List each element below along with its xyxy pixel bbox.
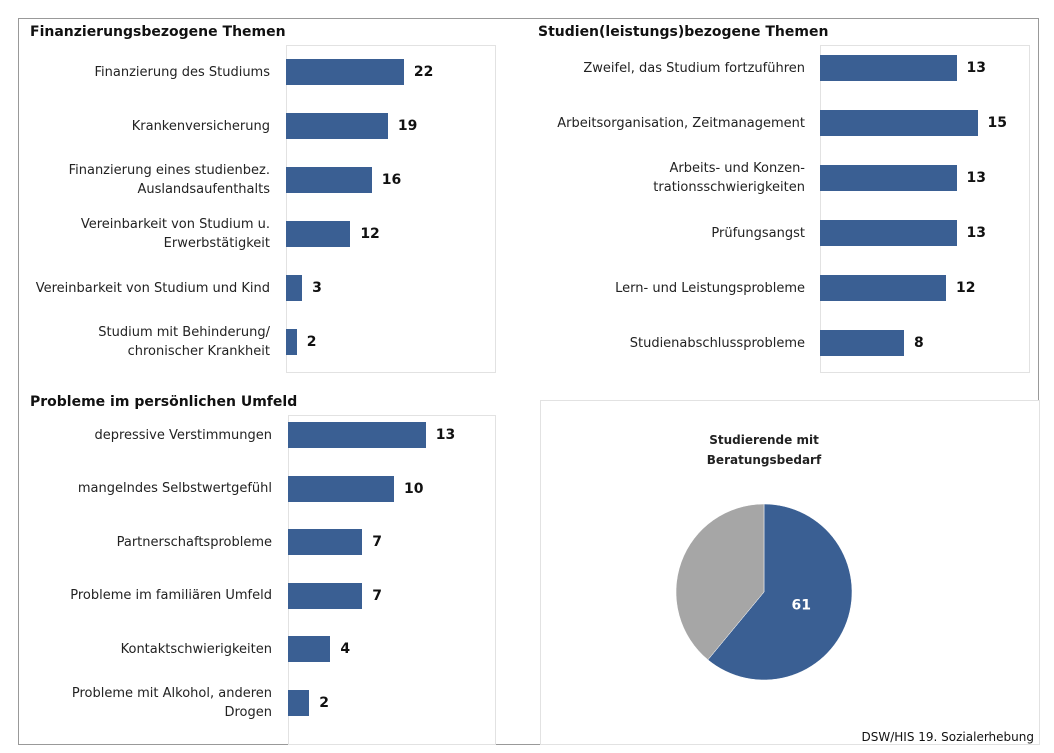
category-label: Finanzierung eines studienbez. Auslandsa…	[68, 163, 270, 197]
category-label: depressive Verstimmungen	[94, 427, 272, 443]
bar	[820, 275, 946, 301]
value-label: 19	[397, 118, 418, 134]
bar	[820, 220, 957, 246]
value-label: 13	[435, 427, 456, 443]
frame	[18, 18, 1039, 745]
plot-area	[820, 45, 1030, 373]
bar	[820, 330, 904, 356]
bar	[286, 167, 372, 193]
category-label: Prüfungsangst	[711, 225, 805, 241]
category-label: Probleme mit Alkohol, anderen Drogen	[71, 685, 272, 720]
chart-title: Finanzierungsbezogene Themen	[30, 24, 286, 40]
category-label: Krankenversicherung	[131, 118, 270, 134]
value-label: 13	[966, 170, 986, 186]
value-label: 16	[381, 172, 402, 188]
value-label: 22	[413, 64, 434, 80]
category-label: Partnerschaftsprobleme	[116, 534, 272, 550]
bar	[288, 636, 331, 662]
pie-slice	[707, 503, 853, 681]
bar	[286, 275, 303, 301]
value-label: 3	[312, 280, 322, 296]
bar	[288, 422, 426, 448]
value-label: 15	[987, 115, 1007, 131]
chart-title: Studierende mit Beratungsbedarf	[706, 433, 822, 467]
pie-slice	[675, 503, 765, 661]
bar	[286, 59, 404, 85]
value-label: 2	[319, 694, 329, 711]
value-label: 7	[372, 534, 382, 550]
category-label: mangelndes Selbstwertgefühl	[77, 481, 272, 496]
value-label: 61	[792, 597, 811, 613]
chart-title: Probleme im persönlichen Umfeld	[30, 394, 298, 410]
chart-title: Studien(leistungs)bezogene Themen	[538, 24, 829, 40]
value-label: 2	[306, 334, 317, 350]
value-label: 7	[372, 587, 382, 604]
plot-area	[286, 45, 496, 373]
value-label: 10	[404, 480, 424, 497]
plot-area	[288, 415, 496, 745]
bar	[288, 529, 363, 555]
bar	[286, 221, 351, 247]
bar	[286, 329, 297, 355]
category-label: Vereinbarkeit von Studium u. Erwerbstäti…	[80, 217, 270, 251]
bar	[288, 689, 310, 716]
value-label: 4	[340, 641, 351, 657]
bar	[820, 165, 957, 191]
pie-panel	[540, 400, 1040, 745]
bar	[288, 582, 363, 609]
bar	[820, 110, 978, 136]
source: DSW/HIS 19. Sozialerhebung	[861, 730, 1034, 744]
category-label: Lern- und Leistungsprobleme	[615, 280, 805, 296]
category-label: Arbeits- und Konzen-trationsschwierigkei…	[653, 161, 805, 195]
category-label: Zweifel, das Studium fortzuführen	[583, 60, 805, 76]
category-label: Arbeitsorganisation, Zeitmanagement	[557, 115, 805, 131]
category-label: Kontaktschwierigkeiten	[120, 641, 272, 657]
value-label: 12	[360, 226, 380, 242]
value-label: 12	[956, 280, 976, 296]
bar	[288, 475, 394, 502]
category-label: Finanzierung des Studiums	[94, 64, 270, 80]
category-label: Studium mit Behinderung/ chronischer Kra…	[98, 325, 270, 359]
category-label: Probleme im familiären Umfeld	[70, 588, 272, 603]
value-label: 8	[914, 335, 924, 351]
value-label: 13	[966, 225, 986, 241]
category-label: Vereinbarkeit von Studium und Kind	[35, 280, 270, 296]
category-label: Studienabschlussprobleme	[629, 335, 805, 351]
value-label: 13	[966, 60, 986, 76]
bar	[820, 55, 957, 81]
bar	[286, 113, 388, 139]
